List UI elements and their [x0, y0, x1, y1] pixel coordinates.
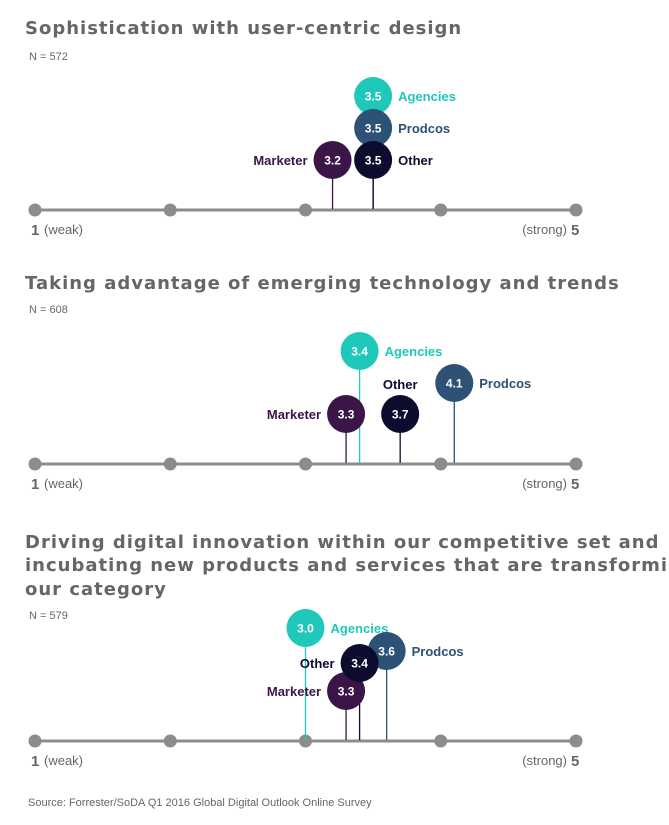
scale-min-label: 1 [31, 476, 39, 493]
other-bubble [340, 644, 379, 682]
scale-tick-dot [28, 734, 42, 748]
other-bubble [354, 141, 393, 179]
agencies-group-label: Agencies [331, 621, 389, 636]
scale-tick-dot [569, 203, 583, 217]
scale-max-label: 5 [571, 753, 579, 770]
scale-tick-dot [163, 203, 177, 217]
prodcos-value-label: 3.5 [365, 122, 382, 136]
scale-max-desc: (strong) [522, 753, 567, 768]
marketer-bubble [327, 395, 366, 433]
agencies-bubble [354, 77, 393, 115]
sample-size-label: N = 579 [29, 610, 68, 622]
other-value-label: 3.4 [351, 657, 368, 671]
scale-tick-dot [28, 457, 42, 471]
prodcos-value-label: 3.6 [378, 645, 395, 659]
agencies-bubble [286, 609, 325, 647]
sample-size-label: N = 608 [29, 304, 68, 316]
other-value-label: 3.7 [392, 408, 409, 422]
agencies-group-label: Agencies [398, 89, 456, 104]
marketer-value-label: 3.3 [338, 685, 355, 699]
scale-max-desc: (strong) [522, 222, 567, 237]
other-group-label: Other [383, 377, 418, 392]
agencies-bubble [340, 332, 379, 370]
scale-tick-dot [163, 457, 177, 471]
chart-title-line: Sophistication with user-centric design [25, 18, 462, 39]
marketer-bubble [313, 141, 352, 179]
scale-min-label: 1 [31, 222, 39, 239]
agencies-group-label: Agencies [385, 344, 443, 359]
scale-tick-dot [299, 457, 312, 471]
chart-title-line: Taking advantage of emerging technology … [25, 273, 620, 294]
sample-size-label: N = 572 [29, 51, 68, 63]
chart-title-line: incubating new products and services tha… [25, 555, 669, 576]
other-value-label: 3.5 [365, 154, 382, 168]
scale-tick-dot [163, 734, 177, 748]
scale-tick-dot [299, 203, 312, 217]
scale-min-desc: (weak) [44, 222, 83, 237]
agencies-value-label: 3.0 [297, 622, 314, 636]
scale-max-label: 5 [571, 222, 579, 239]
scale-max-desc: (strong) [522, 476, 567, 491]
marketer-value-label: 3.2 [324, 154, 341, 168]
marketer-group-label: Marketer [267, 684, 321, 699]
agencies-value-label: 3.5 [365, 90, 382, 104]
chart-panel-2: Taking advantage of emerging technology … [25, 273, 620, 493]
scale-tick-dot [434, 457, 448, 471]
scale-tick-dot [434, 203, 448, 217]
chart-panel-3: Driving digital innovation within our co… [25, 532, 669, 770]
prodcos-group-label: Prodcos [412, 644, 464, 659]
other-group-label: Other [300, 656, 335, 671]
scale-tick-dot [28, 203, 42, 217]
scale-tick-dot [569, 734, 583, 748]
marketer-group-label: Marketer [253, 153, 307, 168]
source-note: Source: Forrester/SoDA Q1 2016 Global Di… [28, 797, 372, 809]
scale-min-desc: (weak) [44, 753, 83, 768]
scale-tick-dot [299, 734, 312, 748]
scale-min-desc: (weak) [44, 476, 83, 491]
marketer-group-label: Marketer [267, 407, 321, 422]
prodcos-bubble [435, 364, 474, 402]
prodcos-group-label: Prodcos [398, 121, 450, 136]
chart-title-line: our category [25, 579, 167, 600]
prodcos-value-label: 4.1 [446, 377, 463, 391]
prodcos-bubble [354, 109, 393, 147]
scale-min-label: 1 [31, 753, 39, 770]
other-bubble [381, 395, 420, 433]
scale-max-label: 5 [571, 476, 579, 493]
agencies-value-label: 3.4 [351, 345, 368, 359]
chart-title-line: Driving digital innovation within our co… [25, 532, 660, 553]
scale-tick-dot [434, 734, 448, 748]
scale-tick-dot [569, 457, 583, 471]
marketer-value-label: 3.3 [338, 408, 355, 422]
chart-panel-1: Sophistication with user-centric design N… [25, 18, 583, 239]
other-group-label: Other [398, 153, 433, 168]
prodcos-group-label: Prodcos [479, 376, 531, 391]
